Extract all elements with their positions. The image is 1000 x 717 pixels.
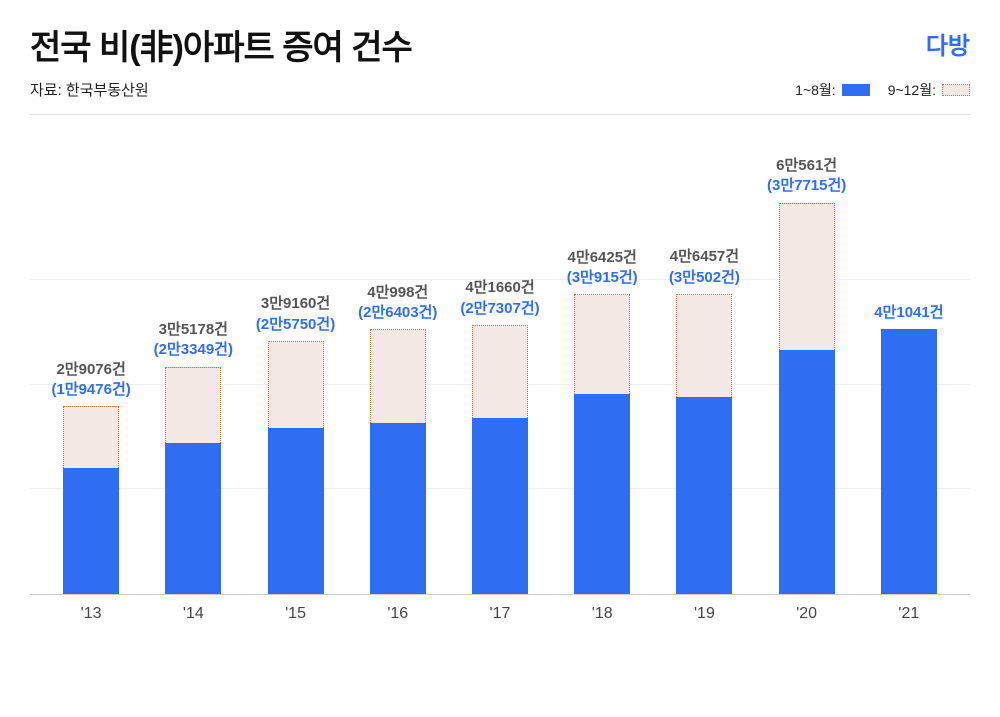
bar-secondary (63, 406, 119, 468)
bar-stack: 4만998건(2만6403건) (370, 329, 426, 594)
bar-primary (63, 468, 119, 594)
bar-group: 3만9160건(2만5750건) (268, 341, 324, 594)
x-tick: '14 (165, 605, 221, 623)
bar-value-labels: 3만9160건(2만5750건) (256, 294, 335, 335)
bar-total-label: 4만6425건 (567, 248, 638, 268)
bar-value-labels: 6만561건(3만7715건) (767, 156, 846, 197)
bar-total-label: 2만9076건 (51, 360, 130, 380)
x-tick: '20 (779, 605, 835, 623)
legend-secondary-swatch (942, 84, 970, 96)
bar-secondary (268, 341, 324, 428)
bar-stack: 4만6425건(3만915건) (574, 294, 630, 594)
bar-group: 4만1660건(2만7307건) (472, 325, 528, 594)
bar-stack: 4만6457건(3만502건) (676, 294, 732, 594)
bar-primary (574, 394, 630, 594)
bar-primary (676, 397, 732, 594)
bar-total-label: 4만998건 (358, 283, 437, 303)
bar-stack: 4만1660건(2만7307건) (472, 325, 528, 594)
x-tick: '15 (268, 605, 324, 623)
bar-part-label: (2만5750건) (256, 315, 335, 335)
bar-part-label: (3만502건) (669, 268, 740, 288)
bar-stack: 2만9076건(1만9476건) (63, 406, 119, 594)
brand-logo: 다방 (926, 26, 970, 61)
bar-value-labels: 4만6457건(3만502건) (669, 247, 740, 288)
bar-part-label: (3만915건) (567, 268, 638, 288)
bar-secondary (574, 294, 630, 394)
bar-value-labels: 2만9076건(1만9476건) (51, 360, 130, 401)
bar-value-labels: 4만1041건 (874, 303, 943, 323)
bar-secondary (370, 329, 426, 423)
x-tick: '19 (676, 605, 732, 623)
bar-value-labels: 4만998건(2만6403건) (358, 283, 437, 324)
bar-part-label: 4만1041건 (874, 303, 943, 323)
bar-primary (370, 423, 426, 594)
bar-group: 6만561건(3만7715건) (779, 203, 835, 594)
bar-stack: 3만5178건(2만3349건) (165, 367, 221, 594)
legend-item-primary: 1~8월: (795, 80, 870, 100)
legend-secondary-label: 9~12월: (888, 80, 936, 100)
bar-group: 4만6457건(3만502건) (676, 294, 732, 594)
bar-total-label: 4만6457건 (669, 247, 740, 267)
bar-stack: 3만9160건(2만5750건) (268, 341, 324, 594)
bar-primary (268, 428, 324, 594)
bar-group: 2만9076건(1만9476건) (63, 406, 119, 594)
bar-group: 3만5178건(2만3349건) (165, 367, 221, 594)
bar-stack: 6만561건(3만7715건) (779, 203, 835, 594)
bar-group: 4만6425건(3만915건) (574, 294, 630, 594)
legend: 1~8월: 9~12월: (795, 80, 970, 100)
legend-item-secondary: 9~12월: (888, 80, 970, 100)
bar-total-label: 6만561건 (767, 156, 846, 176)
source-label: 자료: 한국부동산원 (30, 79, 149, 100)
x-axis: '13 '14 '15 '16 '17 '18 '19 '20 '21 (30, 595, 970, 623)
x-tick: '21 (881, 605, 937, 623)
bar-total-label: 4만1660건 (460, 278, 539, 298)
legend-primary-label: 1~8월: (795, 80, 836, 100)
bar-part-label: (2만7307건) (460, 299, 539, 319)
bar-group: 4만1041건 (881, 329, 937, 594)
x-tick: '16 (370, 605, 426, 623)
x-tick: '17 (472, 605, 528, 623)
chart-title: 전국 비(非)아파트 증여 건수 (30, 20, 412, 69)
bar-part-label: (2만6403건) (358, 303, 437, 323)
bar-total-label: 3만5178건 (154, 320, 233, 340)
x-tick: '18 (574, 605, 630, 623)
bar-primary (472, 418, 528, 594)
plot-area: 2만9076건(1만9476건)3만5178건(2만3349건)3만9160건(… (30, 175, 970, 595)
bar-secondary (676, 294, 732, 397)
x-tick: '13 (63, 605, 119, 623)
legend-primary-swatch (842, 84, 870, 96)
bar-secondary (165, 367, 221, 443)
bar-part-label: (1만9476건) (51, 380, 130, 400)
bar-total-label: 3만9160건 (256, 294, 335, 314)
bar-secondary (472, 325, 528, 418)
bar-value-labels: 4만1660건(2만7307건) (460, 278, 539, 319)
bar-group: 4만998건(2만6403건) (370, 329, 426, 594)
bar-part-label: (3만7715건) (767, 176, 846, 196)
bar-primary (779, 350, 835, 594)
bar-primary (881, 329, 937, 594)
bar-value-labels: 4만6425건(3만915건) (567, 248, 638, 289)
bar-secondary (779, 203, 835, 351)
bar-value-labels: 3만5178건(2만3349건) (154, 320, 233, 361)
bar-primary (165, 443, 221, 594)
chart-area: 2만9076건(1만9476건)3만5178건(2만3349건)3만9160건(… (30, 114, 970, 645)
bar-part-label: (2만3349건) (154, 340, 233, 360)
bar-stack: 4만1041건 (881, 329, 937, 594)
